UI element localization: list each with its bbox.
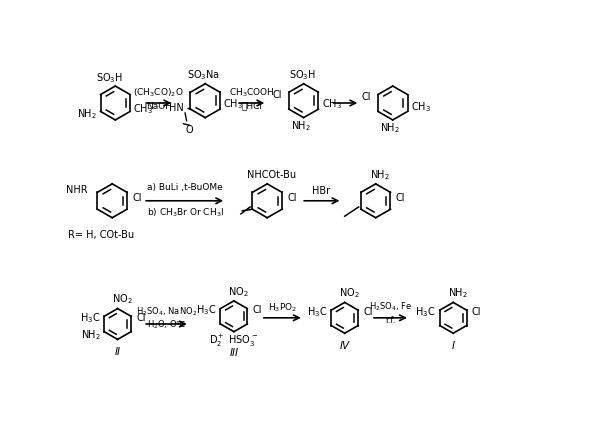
Text: D$_2^+$ HSO$_3^-$: D$_2^+$ HSO$_3^-$ — [209, 333, 259, 349]
Text: NH$_2$: NH$_2$ — [82, 328, 101, 342]
Text: III: III — [229, 348, 238, 358]
Text: H$_3$C: H$_3$C — [307, 305, 327, 319]
Text: Cl: Cl — [287, 193, 297, 203]
Text: II: II — [115, 347, 121, 357]
Text: NHCOt-Bu: NHCOt-Bu — [247, 170, 296, 180]
Text: NO$_2$: NO$_2$ — [339, 286, 359, 300]
Text: NO$_2$: NO$_2$ — [228, 285, 249, 298]
Text: 浓HCl: 浓HCl — [241, 102, 262, 111]
Text: R= H, COt-Bu: R= H, COt-Bu — [68, 230, 134, 240]
Text: NH$_2$: NH$_2$ — [380, 122, 400, 135]
Text: O: O — [186, 125, 194, 135]
Text: b) CH$_3$Br Or CH$_3$I: b) CH$_3$Br Or CH$_3$I — [146, 206, 224, 219]
Text: NaOH: NaOH — [146, 102, 172, 111]
Text: SO$_3$Na: SO$_3$Na — [187, 68, 220, 82]
Text: H$_2$SO$_4$, Fe: H$_2$SO$_4$, Fe — [369, 301, 412, 313]
Text: Cl: Cl — [136, 313, 146, 323]
Text: NH$_2$: NH$_2$ — [290, 119, 310, 133]
Text: Cl: Cl — [272, 89, 282, 100]
Text: (CH$_3$CO)$_2$O: (CH$_3$CO)$_2$O — [133, 87, 184, 99]
Text: NH$_2$: NH$_2$ — [448, 286, 468, 300]
Text: H$_3$C: H$_3$C — [415, 305, 436, 319]
Text: Cl: Cl — [363, 307, 373, 316]
Text: Cl: Cl — [362, 92, 371, 102]
Text: NH$_2$: NH$_2$ — [370, 168, 389, 181]
Text: SO$_3$H: SO$_3$H — [95, 71, 122, 85]
Text: H$_2$SO$_4$, NaNO$_2$: H$_2$SO$_4$, NaNO$_2$ — [136, 306, 197, 318]
Text: HBr: HBr — [313, 186, 331, 196]
Text: NHR: NHR — [66, 185, 88, 195]
Text: H$_3$PO$_2$: H$_3$PO$_2$ — [268, 302, 297, 314]
Text: H$_3$C: H$_3$C — [196, 303, 216, 317]
Text: H$_2$O, O℃: H$_2$O, O℃ — [146, 319, 186, 331]
Text: CH$_3$: CH$_3$ — [322, 97, 341, 111]
Text: IV: IV — [340, 341, 350, 351]
Text: NH$_2$: NH$_2$ — [77, 107, 97, 121]
Text: CH$_3$COOH: CH$_3$COOH — [229, 87, 275, 99]
Text: CH$_3$: CH$_3$ — [133, 102, 153, 116]
Text: r.f.: r.f. — [385, 316, 395, 325]
Text: Cl: Cl — [253, 305, 262, 315]
Text: I: I — [452, 341, 455, 351]
Text: Cl: Cl — [396, 193, 405, 203]
Text: Cl: Cl — [472, 307, 481, 316]
Text: a) BuLi ,t-BuOMe: a) BuLi ,t-BuOMe — [147, 183, 223, 192]
Text: HN: HN — [169, 103, 184, 114]
Text: NO$_2$: NO$_2$ — [112, 292, 133, 306]
Text: CH$_3$: CH$_3$ — [223, 97, 243, 111]
Text: CH$_3$: CH$_3$ — [410, 100, 431, 114]
Text: H$_3$C: H$_3$C — [80, 311, 100, 325]
Text: SO$_3$H: SO$_3$H — [289, 68, 316, 82]
Text: Cl: Cl — [132, 193, 142, 203]
